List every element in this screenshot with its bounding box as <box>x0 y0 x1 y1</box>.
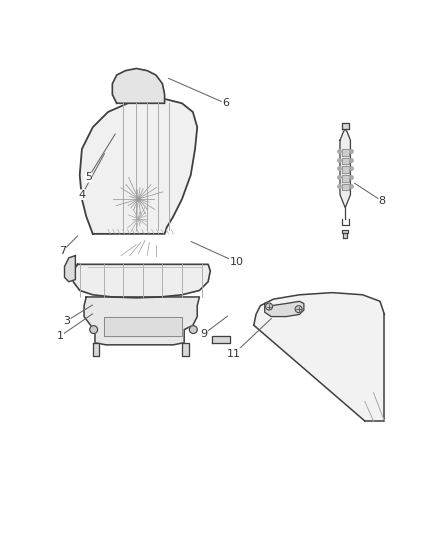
Polygon shape <box>342 175 349 182</box>
Text: 6: 6 <box>222 98 229 108</box>
Text: 9: 9 <box>200 329 207 339</box>
Polygon shape <box>84 297 199 345</box>
Circle shape <box>265 303 272 310</box>
Polygon shape <box>342 158 349 164</box>
Circle shape <box>189 326 197 334</box>
Text: 10: 10 <box>230 257 244 267</box>
Polygon shape <box>212 336 230 343</box>
Polygon shape <box>342 166 349 173</box>
Circle shape <box>90 326 98 334</box>
Polygon shape <box>343 232 347 238</box>
Polygon shape <box>80 99 197 234</box>
Polygon shape <box>265 301 304 317</box>
Polygon shape <box>340 130 350 208</box>
Text: 8: 8 <box>378 196 386 206</box>
Text: 4: 4 <box>78 190 85 200</box>
Text: 1: 1 <box>57 331 64 341</box>
Polygon shape <box>342 149 349 156</box>
Polygon shape <box>182 343 188 356</box>
Text: 7: 7 <box>59 246 66 256</box>
Polygon shape <box>254 293 385 421</box>
Polygon shape <box>104 317 182 336</box>
Polygon shape <box>342 184 349 190</box>
Text: 5: 5 <box>85 172 92 182</box>
Polygon shape <box>113 68 165 103</box>
Polygon shape <box>93 343 99 356</box>
Polygon shape <box>73 264 210 298</box>
Polygon shape <box>342 123 349 130</box>
Polygon shape <box>342 230 348 232</box>
Text: 3: 3 <box>63 316 70 326</box>
Polygon shape <box>64 256 75 282</box>
Text: 11: 11 <box>227 349 241 359</box>
Circle shape <box>295 305 302 313</box>
